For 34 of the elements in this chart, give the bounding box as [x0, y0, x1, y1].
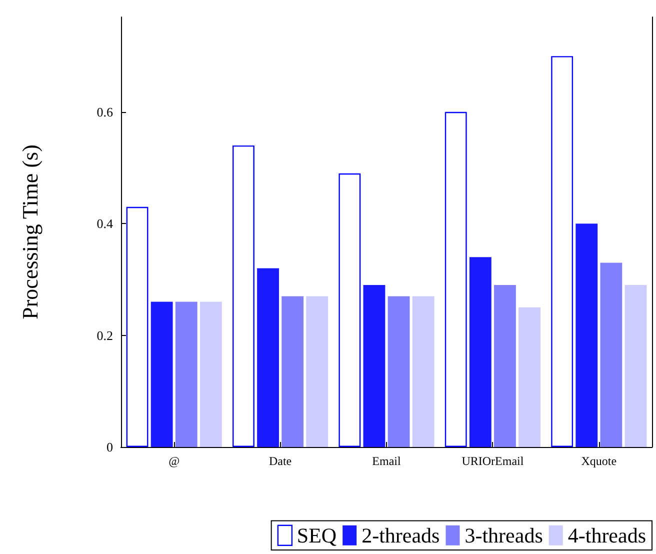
bar	[518, 307, 540, 447]
y-axis-title: Processing Time (s)	[18, 144, 42, 320]
legend-label: 4-threads	[568, 523, 646, 548]
bar	[388, 296, 410, 447]
bar	[469, 257, 492, 447]
bar	[412, 296, 434, 447]
bar	[551, 56, 574, 447]
legend-label: 3-threads	[464, 523, 543, 548]
bar	[624, 285, 647, 447]
bar	[576, 224, 598, 447]
bar	[150, 302, 173, 447]
legend-label: 2-threads	[362, 523, 440, 548]
bar	[257, 268, 279, 447]
bar	[232, 145, 254, 447]
bar	[338, 173, 361, 447]
y-tick-label: 0	[106, 440, 113, 454]
bar	[444, 112, 467, 447]
x-tick-label: URIOrEmail	[462, 454, 524, 468]
bar	[600, 262, 622, 447]
x-tick-label: Date	[268, 454, 292, 468]
bar	[200, 302, 222, 447]
bar	[282, 296, 304, 447]
y-tick-label: 0.2	[96, 328, 113, 343]
legend-label: SEQ	[296, 523, 337, 548]
bar	[126, 206, 148, 447]
bar	[175, 302, 198, 447]
x-tick-label: Xquote	[581, 454, 617, 468]
bar	[363, 285, 386, 447]
bar	[494, 285, 516, 447]
bar	[306, 296, 328, 447]
x-tick-label: @	[168, 454, 180, 468]
y-tick-label: 0.4	[96, 216, 114, 232]
x-tick-label: Email	[372, 454, 402, 468]
y-tick-label: 0.6	[96, 104, 114, 120]
